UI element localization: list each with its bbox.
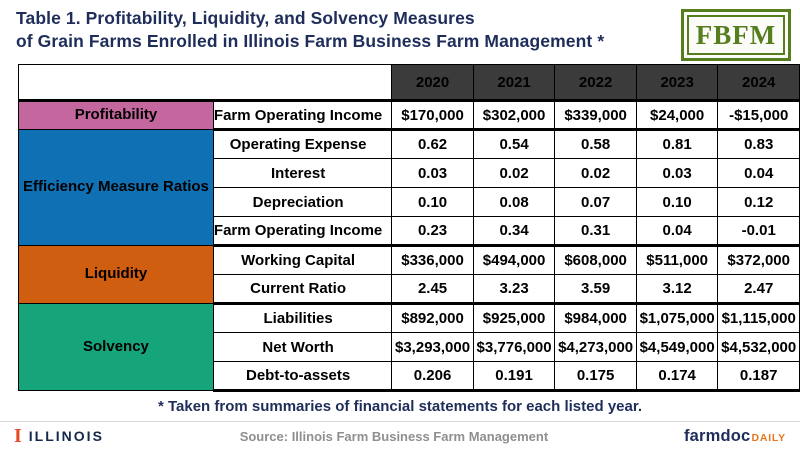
fbfm-logo-inner-border: FBFM — [687, 15, 785, 55]
footnote: * Taken from summaries of financial stat… — [157, 398, 643, 415]
value-cell: $494,000 — [472, 244, 556, 275]
category-cell-efficiency: Efficiency Measure Ratios — [18, 129, 214, 246]
measure-label: Depreciation — [212, 187, 393, 217]
value-cell: 0.81 — [635, 128, 719, 159]
value-cell: $339,000 — [554, 99, 637, 130]
footer-bar: I ILLINOIS Source: Illinois Farm Busines… — [0, 421, 800, 450]
value-cell: 0.175 — [554, 361, 637, 392]
year-header-2021: 2021 — [472, 64, 556, 101]
illinois-wordmark: ILLINOIS — [28, 428, 104, 444]
table-row: Farm Operating Income 0.23 0.34 0.31 0.0… — [19, 216, 800, 246]
measure-label: Operating Expense — [212, 128, 393, 159]
value-cell: $4,273,000 — [554, 332, 637, 362]
table-row: Debt-to-assets 0.206 0.191 0.175 0.174 0… — [19, 361, 800, 392]
value-cell: 2.47 — [717, 274, 800, 304]
table-row: Current Ratio 2.45 3.23 3.59 3.12 2.47 — [19, 274, 800, 304]
farmdoc-wordmark: farmdoc — [683, 426, 751, 445]
fbfm-logo-text: FBFM — [695, 19, 777, 50]
value-cell: 0.10 — [391, 187, 474, 217]
value-cell: 0.02 — [472, 158, 556, 188]
value-cell: 0.04 — [717, 158, 800, 188]
value-cell: 0.03 — [391, 158, 474, 188]
value-cell: $925,000 — [472, 302, 556, 333]
value-cell: -0.01 — [717, 216, 800, 246]
measure-label: Liabilities — [212, 302, 393, 333]
farmdoc-daily-logo: farmdoc DAILY — [684, 427, 786, 446]
value-cell: 0.58 — [554, 128, 637, 159]
year-header-row: 2020 2021 2022 2023 2024 — [17, 64, 800, 101]
value-cell: 0.54 — [472, 128, 556, 159]
value-cell: $4,549,000 — [635, 332, 719, 362]
value-cell: $511,000 — [635, 244, 719, 275]
year-header-2024: 2024 — [717, 64, 800, 101]
value-cell: 0.34 — [472, 216, 556, 246]
value-cell: 3.23 — [472, 274, 556, 304]
value-cell: 0.191 — [472, 361, 556, 392]
year-header-2022: 2022 — [554, 64, 637, 101]
value-cell: 0.31 — [554, 216, 637, 246]
value-cell: $3,776,000 — [472, 332, 556, 362]
value-cell: 0.23 — [391, 216, 474, 246]
value-cell: 0.206 — [391, 361, 474, 392]
financial-measures-table: 2020 2021 2022 2023 2024 Profitability F… — [17, 64, 800, 392]
value-cell: 0.62 — [391, 128, 474, 159]
value-cell: 0.08 — [472, 187, 556, 217]
measure-label: Working Capital — [212, 244, 393, 275]
value-cell: 0.83 — [717, 128, 800, 159]
value-cell: $3,293,000 — [391, 332, 474, 362]
value-cell: 0.03 — [635, 158, 719, 188]
table-row: Solvency Liabilities $892,000 $925,000 $… — [18, 302, 800, 391]
header-spacer — [17, 64, 393, 101]
value-cell: $608,000 — [554, 244, 637, 275]
table-title-line1: Table 1. Profitability, Liquidity, and S… — [16, 8, 475, 28]
source-text: Source: Illinois Farm Business Farm Mana… — [239, 428, 549, 444]
value-cell: 0.174 — [635, 361, 719, 392]
category-cell-profitability: Profitability — [18, 99, 214, 130]
value-cell: 3.59 — [554, 274, 637, 304]
value-cell: $1,115,000 — [717, 302, 800, 333]
value-cell: 0.07 — [554, 187, 637, 217]
table-row: Net Worth $3,293,000 $3,776,000 $4,273,0… — [19, 332, 800, 362]
category-cell-liquidity: Liquidity — [18, 245, 214, 304]
value-cell: $4,532,000 — [717, 332, 800, 362]
table-row: Interest 0.03 0.02 0.02 0.03 0.04 — [19, 158, 800, 188]
table-row: Profitability Farm Operating Income $170… — [18, 99, 800, 130]
value-cell: $302,000 — [472, 99, 556, 130]
measure-label: Debt-to-assets — [212, 361, 393, 392]
value-cell: $984,000 — [554, 302, 637, 333]
value-cell: $170,000 — [391, 99, 474, 130]
value-cell: $892,000 — [391, 302, 474, 333]
category-cell-solvency: Solvency — [18, 303, 214, 391]
table-row: Liquidity Working Capital $336,000 $494,… — [18, 244, 800, 304]
value-cell: $372,000 — [717, 244, 800, 275]
measure-label: Current Ratio — [212, 274, 393, 304]
year-header-2023: 2023 — [635, 64, 719, 101]
table-row: Efficiency Measure Ratios Operating Expe… — [18, 128, 800, 246]
value-cell: 2.45 — [391, 274, 474, 304]
measure-label: Interest — [212, 158, 393, 188]
value-cell: $24,000 — [635, 99, 719, 130]
illinois-logo: I ILLINOIS — [14, 426, 104, 446]
illinois-block-i-icon: I — [14, 425, 22, 447]
table-title-line2: of Grain Farms Enrolled in Illinois Farm… — [16, 31, 605, 52]
value-cell: $1,075,000 — [635, 302, 719, 333]
value-cell: $336,000 — [391, 244, 474, 275]
value-cell: 3.12 — [635, 274, 719, 304]
measure-label: Farm Operating Income — [212, 99, 393, 130]
value-cell: 0.12 — [717, 187, 800, 217]
table-title: Table 1. Profitability, Liquidity, and S… — [16, 7, 604, 53]
year-header-2020: 2020 — [391, 64, 474, 101]
value-cell: 0.187 — [717, 361, 800, 392]
value-cell: -$15,000 — [717, 99, 800, 130]
value-cell: 0.10 — [635, 187, 719, 217]
table-row: Depreciation 0.10 0.08 0.07 0.10 0.12 — [19, 187, 800, 217]
measure-label: Farm Operating Income — [212, 216, 393, 246]
value-cell: 0.04 — [635, 216, 719, 246]
daily-wordmark: DAILY — [751, 431, 786, 444]
measure-label: Net Worth — [212, 332, 393, 362]
fbfm-logo: FBFM — [681, 9, 791, 61]
value-cell: 0.02 — [554, 158, 637, 188]
